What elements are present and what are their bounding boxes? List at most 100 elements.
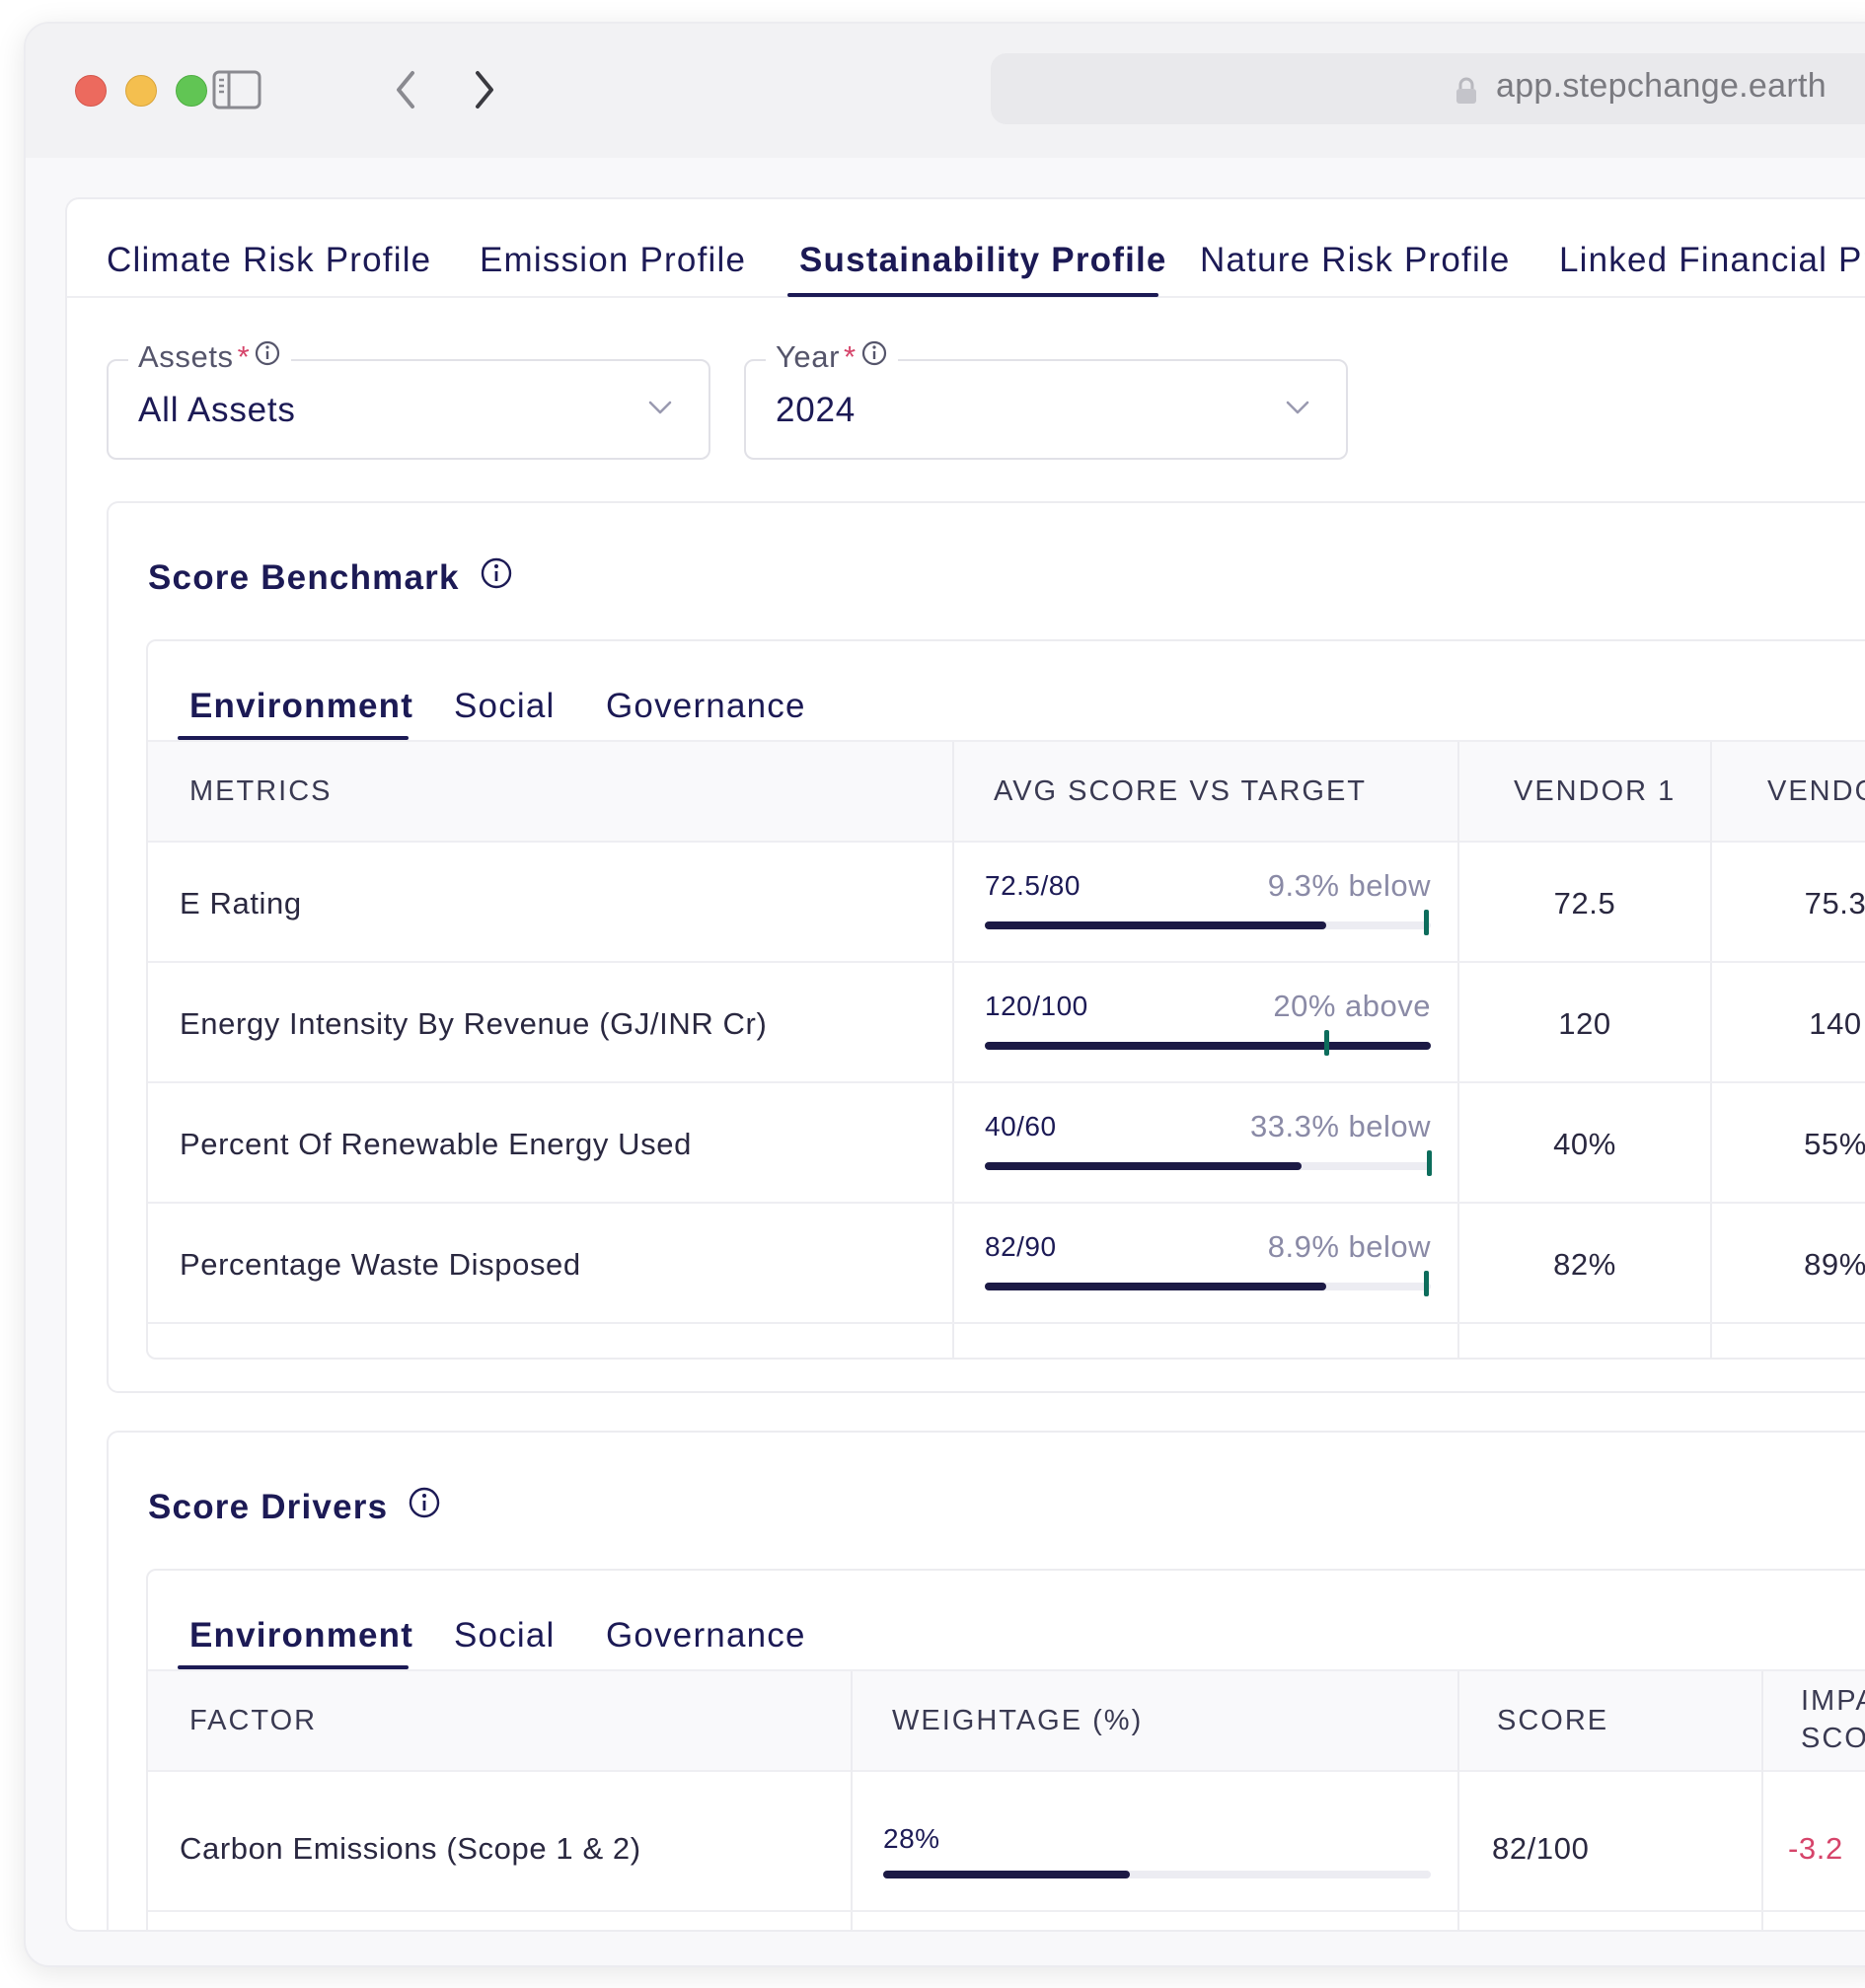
benchmark-esg-tabs: Environment Social Governance <box>148 641 1865 742</box>
column-divider <box>1457 1671 1459 1930</box>
column-header-metrics: METRICS <box>189 775 333 807</box>
progress-track <box>985 1150 1432 1176</box>
sidebar-toggle-icon[interactable] <box>211 67 262 117</box>
assets-value: All Assets <box>138 391 296 429</box>
target-marker <box>1426 1150 1432 1176</box>
chevron-down-icon <box>1285 399 1310 421</box>
info-icon[interactable] <box>860 339 888 375</box>
impact-score: -3.2 <box>1788 1831 1843 1866</box>
column-header-vendor-2: VENDO <box>1767 775 1865 807</box>
progress-track <box>985 1030 1431 1056</box>
score-status: 9.3% below <box>1267 868 1431 903</box>
score-drivers-title: Score Drivers <box>148 1486 441 1528</box>
tab-social[interactable]: Social <box>454 687 556 725</box>
column-header-score: SCORE <box>1497 1705 1609 1736</box>
tab-sustainability-profile[interactable]: Sustainability Profile <box>799 241 1167 279</box>
table-row: E Rating 72.5/80 9.3% below 72.5 75.3 <box>148 843 1865 963</box>
assets-label: Assets * <box>128 339 292 375</box>
tab-linked-financial-profile[interactable]: Linked Financial Pr <box>1559 241 1865 279</box>
column-header-weightage: WEIGHTAGE (%) <box>892 1705 1144 1736</box>
vendor-2-value: 75.3 <box>1804 886 1865 920</box>
column-divider <box>952 742 954 1358</box>
metric-name: E Rating <box>180 886 302 920</box>
active-subtab-indicator <box>178 736 409 740</box>
target-marker <box>1323 1030 1329 1056</box>
forward-icon[interactable] <box>470 67 499 117</box>
score-drivers-title-text: Score Drivers <box>148 1487 389 1526</box>
score-status: 20% above <box>1273 989 1431 1023</box>
progress-track <box>985 1271 1431 1296</box>
lock-icon <box>1455 77 1478 110</box>
score-status: 33.3% below <box>1249 1109 1431 1143</box>
active-subtab-indicator <box>178 1665 409 1669</box>
year-value: 2024 <box>776 391 857 429</box>
progress-fill <box>985 1042 1431 1050</box>
info-icon[interactable] <box>408 1486 441 1528</box>
tab-governance[interactable]: Governance <box>606 687 806 725</box>
benchmark-table-container: Environment Social Governance METRICS AV… <box>146 639 1865 1360</box>
column-divider <box>851 1671 853 1930</box>
column-header-impact-score: SCO <box>1801 1723 1865 1754</box>
assets-select[interactable]: Assets * All Assets <box>107 339 710 460</box>
vendor-2-value: 89% <box>1804 1247 1865 1282</box>
tab-climate-risk-profile[interactable]: Climate Risk Profile <box>107 241 432 279</box>
tab-environment[interactable]: Environment <box>189 1616 414 1655</box>
metric-name: Percentage Waste Disposed <box>180 1247 581 1282</box>
progress-fill <box>985 1283 1326 1290</box>
score-benchmark-title-text: Score Benchmark <box>148 557 460 597</box>
score-ratio: 82/90 <box>985 1231 1057 1262</box>
year-select[interactable]: Year * 2024 <box>744 339 1348 460</box>
info-icon[interactable] <box>254 339 281 375</box>
profile-tabs: Climate Risk Profile Emission Profile Su… <box>67 199 1865 298</box>
close-window-button[interactable] <box>75 75 107 107</box>
tab-nature-risk-profile[interactable]: Nature Risk Profile <box>1200 241 1511 279</box>
factor-score: 82/100 <box>1492 1831 1590 1866</box>
column-divider <box>1457 742 1459 1358</box>
chevron-down-icon <box>647 399 673 421</box>
url-text: app.stepchange.earth <box>1496 67 1827 105</box>
maximize-window-button[interactable] <box>176 75 207 107</box>
metric-name: Percent Of Renewable Energy Used <box>180 1127 692 1161</box>
tab-environment[interactable]: Environment <box>189 687 414 725</box>
vendor-1-value: 40% <box>1553 1127 1616 1161</box>
minimize-window-button[interactable] <box>125 75 157 107</box>
score-ratio: 120/100 <box>985 991 1088 1021</box>
column-header-avg-score: AVG SCORE VS TARGET <box>994 775 1368 807</box>
vendor-1-value: 82% <box>1553 1247 1616 1282</box>
tab-emission-profile[interactable]: Emission Profile <box>480 241 747 279</box>
content-panel: Climate Risk Profile Emission Profile Su… <box>65 197 1865 1932</box>
score-status: 8.9% below <box>1267 1229 1431 1264</box>
weightage-track <box>883 1871 1431 1878</box>
column-header-factor: FACTOR <box>189 1705 318 1736</box>
back-icon[interactable] <box>391 67 420 117</box>
info-icon[interactable] <box>480 556 513 599</box>
required-mark: * <box>237 339 251 374</box>
table-row: Energy Intensity By Revenue (GJ/INR Cr) … <box>148 963 1865 1083</box>
year-label: Year * <box>766 339 898 375</box>
score-benchmark-title: Score Benchmark <box>148 556 513 599</box>
browser-titlebar: app.stepchange.earth <box>26 24 1865 158</box>
target-marker <box>1424 910 1430 935</box>
tab-social[interactable]: Social <box>454 1616 556 1655</box>
target-marker <box>1424 1271 1430 1296</box>
vendor-2-value: 55% <box>1804 1127 1865 1161</box>
score-ratio: 72.5/80 <box>985 870 1081 901</box>
weightage-value: 28% <box>883 1823 940 1854</box>
column-header-vendor-1: VENDOR 1 <box>1514 775 1677 807</box>
score-benchmark-card: Score Benchmark Environment Social Gover… <box>107 501 1865 1393</box>
drivers-table-container: Environment Social Governance FACTOR WEI… <box>146 1569 1865 1930</box>
progress-track <box>985 910 1431 935</box>
year-label-text: Year <box>776 339 841 374</box>
table-row: Carbon Emissions (Scope 1 & 2) 28% 82/10… <box>148 1772 1865 1912</box>
table-row: Percent Of Renewable Energy Used 40/60 3… <box>148 1083 1865 1204</box>
column-divider <box>1761 1671 1763 1930</box>
tab-governance[interactable]: Governance <box>606 1616 806 1655</box>
address-bar[interactable]: app.stepchange.earth <box>991 53 1865 124</box>
assets-label-text: Assets <box>138 339 234 374</box>
table-row: Percentage Waste Disposed 82/90 8.9% bel… <box>148 1204 1865 1324</box>
vendor-1-value: 72.5 <box>1553 886 1616 920</box>
drivers-esg-tabs: Environment Social Governance <box>148 1571 1865 1671</box>
column-divider <box>1710 742 1712 1358</box>
score-ratio: 40/60 <box>985 1111 1057 1141</box>
active-tab-indicator <box>787 293 1158 297</box>
